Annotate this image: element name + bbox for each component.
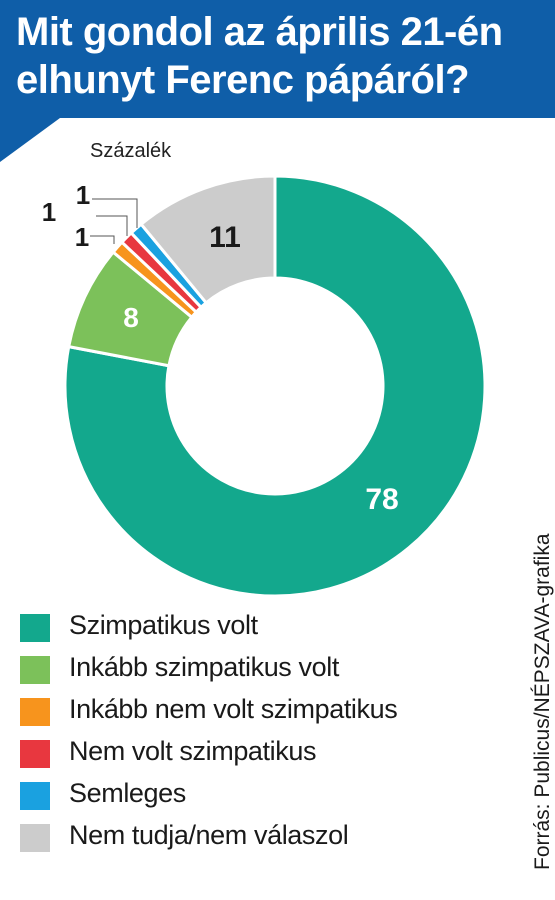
legend-swatch: [20, 656, 50, 684]
leader-line-3: [92, 198, 138, 228]
leader-line-2: [96, 215, 128, 236]
value-label-nem-tudja: 11: [209, 221, 241, 254]
value-labels: 78 8 1 1 1 11: [42, 180, 399, 516]
donut-slice-6: [139, 174, 277, 305]
legend-label: Inkább szimpatikus volt: [69, 652, 339, 682]
leader-line-1: [90, 235, 115, 244]
legend-label: Szimpatikus volt: [69, 610, 258, 640]
value-label-inkabb-nem-volt-szimpatikus: 1: [75, 222, 89, 252]
chart-title-line-2: elhunyt Ferenc pápáról?: [16, 58, 470, 102]
value-label-szimpatikus-volt: 78: [365, 483, 398, 516]
source-credit: Forrás: Publicus/NÉPSZAVA-grafika: [531, 533, 554, 871]
legend-label: Nem volt szimpatikus: [69, 736, 317, 766]
legend-label: Inkább nem volt szimpatikus: [69, 694, 398, 724]
chart-subtitle: Százalék: [90, 140, 172, 162]
donut-slices: [63, 174, 487, 598]
legend-label: Nem tudja/nem válaszol: [69, 820, 349, 850]
header-tab: [0, 118, 60, 162]
value-label-inkabb-szimpatikus-volt: 8: [123, 302, 139, 333]
legend-swatch: [20, 614, 50, 642]
legend-label: Semleges: [69, 778, 186, 808]
donut-slice-1: [63, 174, 487, 598]
legend-swatch: [20, 824, 50, 852]
leader-lines: [90, 198, 138, 244]
legend-swatch: [20, 782, 50, 810]
legend-swatch: [20, 698, 50, 726]
value-label-nem-volt-szimpatikus: 1: [42, 197, 56, 227]
chart-title-line-1: Mit gondol az április 21-én: [16, 10, 503, 54]
value-label-semleges: 1: [76, 180, 90, 210]
header-banner: [0, 0, 555, 118]
legend-swatch: [20, 740, 50, 768]
chart-title: Mit gondol az április 21-én elhunyt Fere…: [16, 8, 546, 104]
